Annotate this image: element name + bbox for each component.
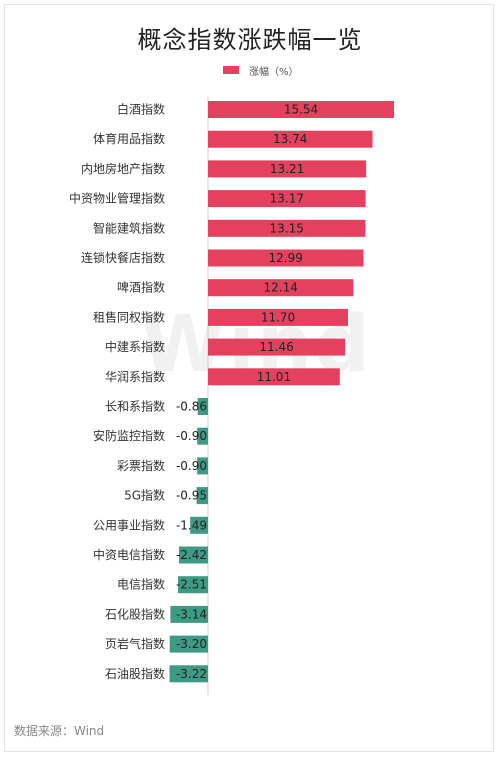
bar	[196, 487, 208, 505]
bar	[208, 101, 394, 118]
value-label: 11.70	[261, 310, 295, 324]
bar	[208, 308, 348, 326]
value-label: 15.54	[284, 103, 318, 117]
value-label: -2.42	[176, 548, 207, 562]
bar	[208, 190, 366, 208]
bar	[197, 427, 208, 445]
value-label: 12.99	[269, 251, 303, 265]
category-label: 长和系指数	[105, 399, 165, 414]
category-label: 租售同权指数	[93, 309, 165, 324]
value-label: 11.46	[259, 340, 293, 354]
value-label: -3.14	[176, 607, 207, 621]
category-label: 石化股指数	[105, 606, 165, 621]
category-label: 连锁快餐店指数	[81, 250, 165, 265]
value-label: 13.21	[270, 162, 304, 176]
value-label: -2.51	[176, 578, 207, 592]
category-label: 内地房地产指数	[81, 161, 165, 176]
category-label: 5G指数	[124, 488, 165, 503]
bar	[208, 219, 366, 237]
value-label: -0.90	[176, 429, 207, 443]
legend: 涨幅（%）	[223, 63, 299, 78]
category-label: 啤酒指数	[117, 280, 165, 295]
value-label: -0.86	[176, 400, 207, 414]
bar	[179, 546, 208, 564]
bar	[190, 516, 208, 534]
bar	[197, 457, 208, 475]
category-label: 中建系指数	[105, 339, 165, 354]
value-label: -3.20	[176, 637, 207, 651]
category-label: 体育用品指数	[93, 131, 165, 146]
value-label: -0.95	[176, 489, 207, 503]
bar	[170, 605, 208, 623]
bar	[169, 665, 208, 683]
legend-label: 涨幅（%）	[249, 66, 299, 78]
category-label: 彩票指数	[117, 458, 165, 473]
bar	[208, 249, 364, 267]
bar	[208, 130, 373, 148]
chart-frame	[4, 4, 494, 752]
value-label: 11.01	[257, 370, 291, 384]
bar	[208, 368, 340, 386]
category-label: 中资物业管理指数	[69, 191, 165, 206]
category-label: 石油股指数	[105, 666, 165, 681]
bar	[208, 160, 367, 178]
category-label: 电信指数	[117, 577, 165, 592]
category-label: 安防监控指数	[93, 428, 165, 443]
bar	[197, 398, 208, 415]
category-label: 页岩气指数	[105, 636, 165, 651]
category-label: 中资电信指数	[93, 547, 165, 562]
category-label: 公用事业指数	[93, 517, 165, 532]
chart-title: 概念指数涨跌幅一览	[137, 26, 363, 54]
value-label: 13.17	[270, 192, 304, 206]
value-label: 12.14	[264, 281, 298, 295]
value-label: -3.22	[176, 667, 207, 681]
category-label: 华润系指数	[105, 369, 165, 384]
legend-swatch	[223, 66, 239, 74]
value-label: 13.74	[273, 132, 307, 146]
category-label: 智能建筑指数	[93, 220, 165, 235]
bar	[208, 338, 346, 356]
bar	[169, 635, 208, 653]
category-label: 白酒指数	[117, 102, 165, 117]
value-label: -1.49	[176, 518, 207, 532]
source-note: 数据来源：Wind	[14, 724, 105, 738]
value-label: 13.15	[270, 221, 304, 235]
bar	[178, 576, 208, 594]
value-label: -0.90	[176, 459, 207, 473]
bar	[208, 279, 354, 297]
